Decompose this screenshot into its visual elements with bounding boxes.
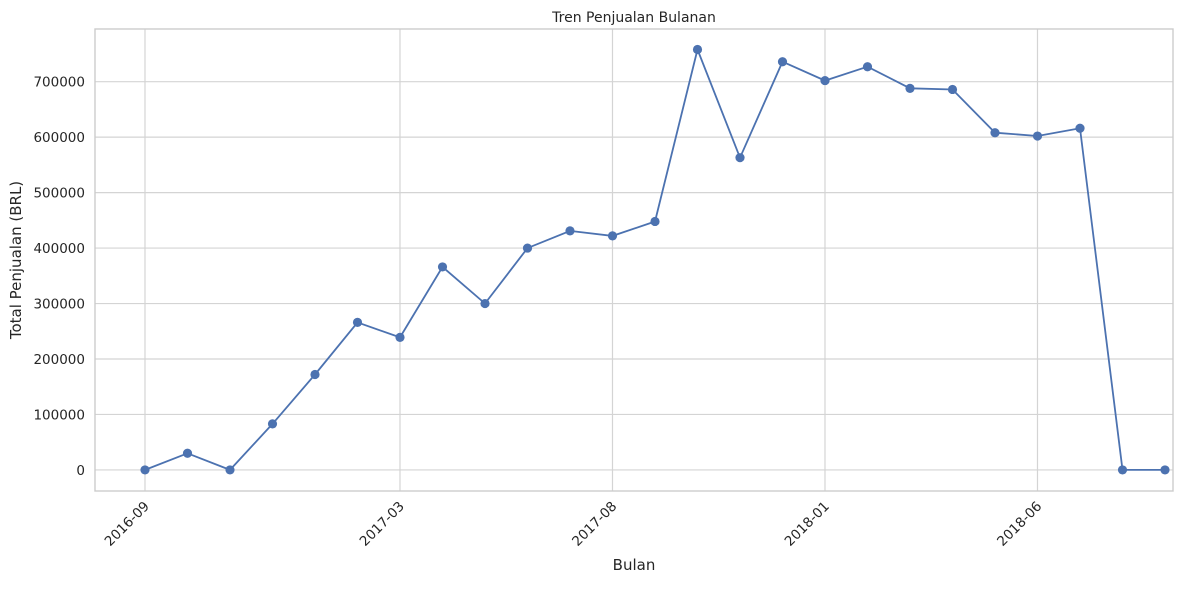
data-point [437,262,448,272]
y-tick-label: 300000 [33,297,85,313]
y-tick-label: 600000 [33,130,85,146]
x-tick-label: 2018-06 [994,499,1045,550]
data-point [650,216,660,227]
data-point [777,57,788,67]
data-point [267,419,278,429]
y-tick-label: 0 [76,463,85,479]
data-point [990,128,1000,138]
data-point [352,317,363,327]
data-point [607,231,618,241]
data-point [820,75,830,86]
x-tick-labels: 2016-09 2017-03 2017-08 2018-01 2018-06 [102,499,1046,550]
x-axis-label: Bulan [613,556,656,574]
data-point [395,332,405,342]
data-point [692,44,703,55]
data-point [1160,465,1170,475]
y-tick-label: 500000 [33,186,85,202]
series-line [144,46,1165,471]
y-tick-label: 700000 [33,75,85,91]
data-point [1075,123,1085,133]
series-layer [140,44,1170,475]
data-point [947,84,958,95]
grid-lines [95,29,1173,491]
plot-frame [94,28,1174,492]
x-tick-label: 2018-01 [782,499,833,550]
y-tick-label: 200000 [33,352,85,368]
y-tick-label: 400000 [33,241,85,257]
data-point [225,465,235,475]
chart-title: Tren Penjualan Bulanan [551,10,716,26]
y-tick-label: 100000 [33,407,85,423]
data-point [1032,131,1043,141]
data-point [735,153,745,163]
y-tick-labels: 0 100000 200000 300000 400000 500000 600000 700… [33,75,85,479]
data-point [310,369,320,380]
data-point [522,243,533,253]
data-point [565,226,575,236]
x-tick-label: 2017-08 [569,499,620,550]
data-point [905,83,915,93]
data-point [862,62,873,72]
y-axis-label: Total Penjualan (BRL) [7,181,25,340]
data-point [1117,465,1128,475]
data-point [480,298,490,309]
x-tick-label: 2017-03 [357,499,408,550]
x-tick-label: 2016-09 [102,499,153,550]
data-point [182,448,193,458]
data-point [140,465,150,475]
